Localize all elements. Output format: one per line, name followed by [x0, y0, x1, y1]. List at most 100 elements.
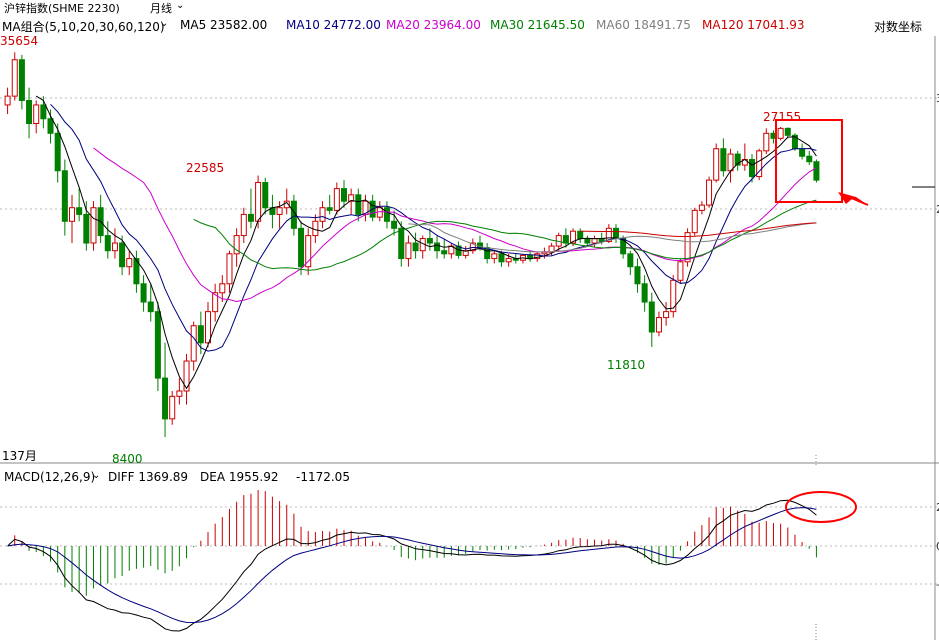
candle-body [140, 283, 147, 303]
candle-body [312, 220, 319, 237]
candle [784, 127, 791, 139]
candlestick-series [4, 52, 820, 438]
candle [570, 228, 577, 247]
candle-body [476, 242, 484, 249]
candle-body [634, 266, 641, 285]
candle-body [90, 207, 97, 244]
candle-body [212, 292, 219, 313]
candle-body [648, 301, 655, 333]
candle-body [262, 182, 269, 209]
candle-body [791, 134, 798, 150]
candle [498, 250, 505, 267]
candle [412, 232, 419, 259]
ma-group-label[interactable]: MA组合(5,10,20,30,60,120) [2, 20, 165, 34]
candle-body [570, 230, 577, 244]
instrument-name[interactable]: 沪锌指数(SHME 2230) [4, 2, 120, 15]
candle-body [111, 242, 118, 252]
candle-body [555, 235, 562, 247]
candle [527, 250, 534, 262]
candle-body [355, 194, 362, 215]
candle-body [147, 301, 154, 313]
candle [419, 235, 426, 259]
ma20-line [93, 147, 817, 303]
period-selector[interactable]: 月线 [150, 2, 172, 15]
candle [298, 221, 305, 276]
candle [555, 232, 562, 251]
candle [426, 228, 433, 251]
candle [226, 250, 233, 293]
candle-body [641, 283, 648, 303]
candle-body [527, 254, 534, 260]
candle [434, 235, 441, 259]
candle [519, 253, 526, 264]
candle-body [512, 258, 519, 261]
candle [240, 207, 247, 244]
candle-body [591, 238, 598, 244]
candle [491, 250, 498, 264]
ma10-line [50, 103, 817, 352]
candle-body [426, 238, 433, 244]
candle [133, 250, 140, 293]
candle-body [333, 188, 340, 211]
candle-body [226, 253, 233, 285]
candle [441, 238, 448, 259]
candle-body [548, 245, 555, 253]
candle [233, 228, 240, 267]
candle [18, 54, 25, 110]
candle-body [326, 207, 333, 211]
candle-body [462, 250, 469, 256]
candle-body [777, 127, 784, 139]
candle-body [734, 153, 741, 166]
candle [126, 250, 133, 276]
macd-label[interactable]: MACD(12,26,9) [4, 470, 96, 484]
candle [369, 194, 376, 222]
candle [648, 292, 655, 348]
highlight-ellipse [785, 491, 857, 523]
candle [111, 228, 118, 259]
candle-body [369, 200, 376, 218]
macd-panel [7, 490, 817, 632]
candle [777, 126, 784, 141]
candle [548, 243, 555, 256]
candle [663, 302, 670, 326]
candle-body [448, 245, 455, 255]
candle [119, 235, 126, 276]
candle [627, 250, 634, 276]
candle [469, 238, 476, 254]
candle-body [61, 170, 68, 222]
candle-body [247, 213, 254, 222]
chevron-down-icon[interactable]: ⌄ [176, 0, 185, 11]
candle-body [441, 250, 448, 255]
candle-body [562, 235, 569, 244]
candle-body [298, 227, 305, 268]
highlight-arrow [838, 192, 868, 205]
candle [598, 232, 605, 245]
candle-body [784, 127, 791, 136]
ma120-value: MA120 17041.93 [702, 18, 805, 32]
candle-body [469, 242, 476, 252]
candle [806, 150, 813, 166]
candle-body [670, 279, 677, 313]
candle [176, 378, 183, 405]
chevron-down-icon[interactable]: ⌄ [160, 18, 169, 29]
candle-body [11, 59, 18, 97]
ma120-line [580, 222, 817, 237]
candle-body [713, 148, 720, 181]
candle [391, 210, 398, 236]
candle-body [627, 253, 634, 268]
chevron-down-icon[interactable]: ⌄ [92, 470, 101, 481]
low-price-label: 8400 [112, 452, 143, 466]
ma60-value: MA60 18491.75 [596, 18, 691, 32]
candle [813, 159, 820, 183]
candle-body [698, 204, 705, 211]
candle [376, 201, 383, 222]
high-price-label: 35654 [0, 34, 38, 48]
candle [104, 221, 111, 259]
candle [61, 159, 68, 236]
candle [476, 235, 484, 251]
candle-body [104, 235, 111, 252]
instrument-title-bar: 沪锌指数(SHME 2230) 月线 ⌄ [0, 0, 300, 15]
log-coordinate-toggle[interactable]: 对数坐标 [874, 20, 923, 34]
candle-body [240, 213, 247, 237]
